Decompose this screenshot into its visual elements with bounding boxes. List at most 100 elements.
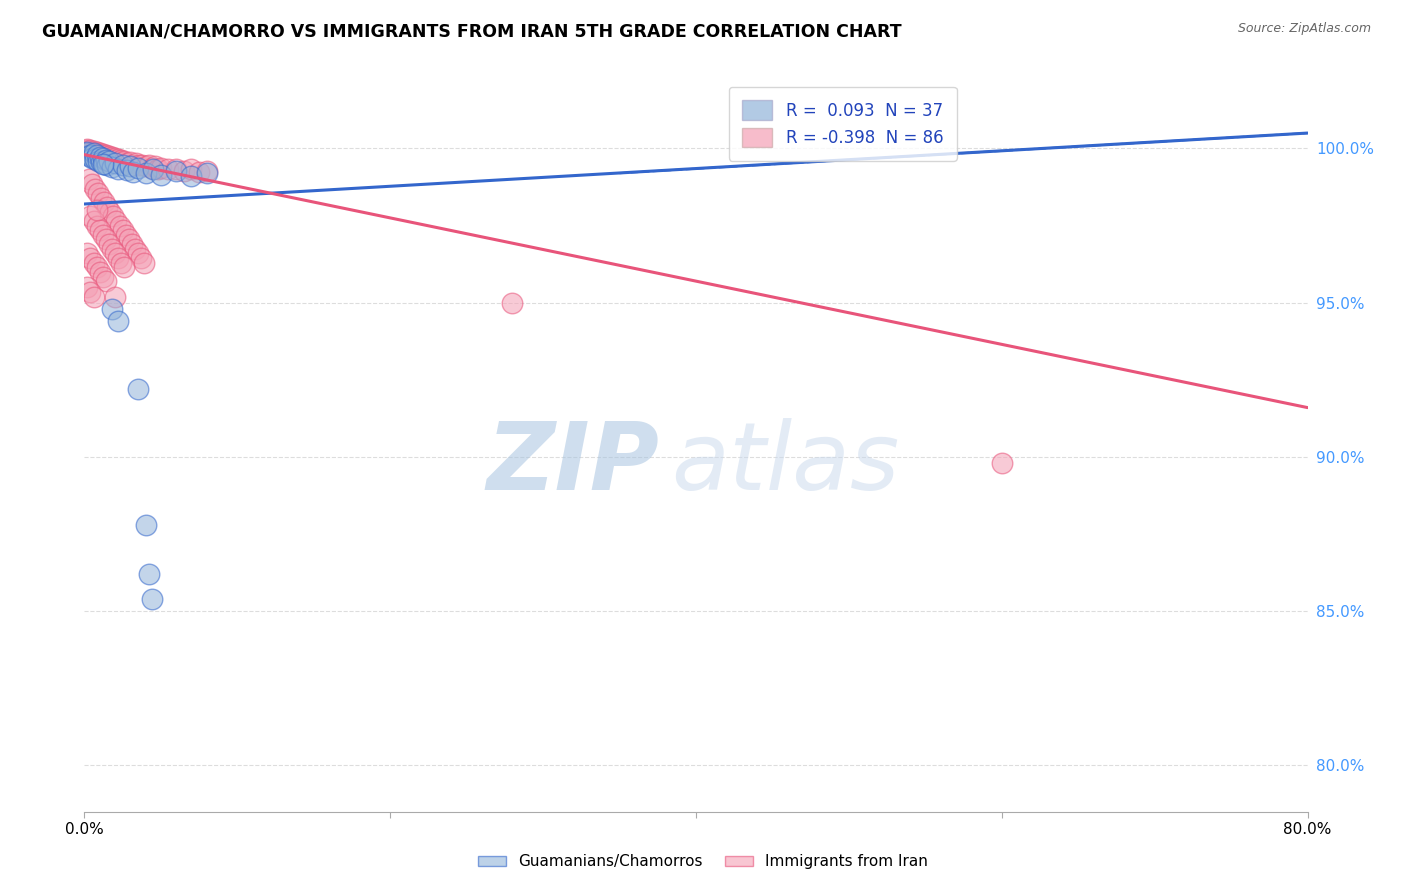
Point <box>121 237 143 252</box>
Point <box>101 160 124 174</box>
Point <box>104 246 127 260</box>
Point <box>131 157 153 171</box>
Point <box>93 157 115 171</box>
Point <box>77 144 100 158</box>
Point <box>111 157 134 171</box>
Point <box>94 153 117 167</box>
Point <box>120 159 142 173</box>
Point <box>86 203 108 218</box>
Point <box>76 246 98 260</box>
Point <box>76 145 98 159</box>
Point <box>91 269 114 284</box>
Point <box>101 242 124 256</box>
Point <box>107 314 129 328</box>
Point <box>110 255 132 269</box>
Point <box>97 149 120 163</box>
Point <box>75 143 97 157</box>
Point <box>96 150 118 164</box>
Point <box>77 172 100 186</box>
Point <box>86 260 108 275</box>
Point <box>83 146 105 161</box>
Point <box>97 154 120 169</box>
Point <box>138 567 160 582</box>
Point <box>104 152 127 166</box>
Point <box>111 223 134 237</box>
Point <box>83 289 105 303</box>
Point <box>127 382 149 396</box>
Text: GUAMANIAN/CHAMORRO VS IMMIGRANTS FROM IRAN 5TH GRADE CORRELATION CHART: GUAMANIAN/CHAMORRO VS IMMIGRANTS FROM IR… <box>42 22 901 40</box>
Point <box>87 153 110 168</box>
Point <box>146 161 169 176</box>
Point <box>112 154 135 169</box>
Point <box>91 147 114 161</box>
Point <box>127 161 149 175</box>
Text: ZIP: ZIP <box>486 417 659 509</box>
Point <box>83 255 105 269</box>
Point <box>104 156 127 170</box>
Text: atlas: atlas <box>672 418 900 509</box>
Point <box>96 200 118 214</box>
Point <box>89 223 111 237</box>
Point <box>142 162 165 177</box>
Point <box>86 219 108 233</box>
Point <box>157 162 180 177</box>
Point <box>84 153 107 167</box>
Point <box>141 161 163 175</box>
Point <box>138 158 160 172</box>
Point <box>80 151 103 165</box>
Point <box>98 152 121 166</box>
Point <box>79 147 101 161</box>
Point <box>120 155 142 169</box>
Point <box>135 160 157 174</box>
Point <box>195 163 218 178</box>
Point <box>84 146 107 161</box>
Point <box>84 181 107 195</box>
Point <box>87 147 110 161</box>
Point <box>107 153 129 167</box>
Point <box>165 163 187 178</box>
Legend: Guamanians/Chamorros, Immigrants from Iran: Guamanians/Chamorros, Immigrants from Ir… <box>472 848 934 875</box>
Point <box>135 166 157 180</box>
Point <box>86 148 108 162</box>
Point <box>76 142 98 156</box>
Point <box>128 158 150 172</box>
Point <box>143 160 166 174</box>
Point <box>104 289 127 303</box>
Point <box>98 204 121 219</box>
Point <box>89 265 111 279</box>
Point <box>91 157 114 171</box>
Point <box>79 285 101 299</box>
Point <box>502 295 524 310</box>
Point <box>93 195 115 210</box>
Point <box>149 161 172 175</box>
Point <box>80 145 103 160</box>
Point <box>991 456 1014 470</box>
Point <box>90 191 112 205</box>
Point <box>89 146 111 161</box>
Point <box>111 155 134 169</box>
Point <box>188 164 211 178</box>
Point <box>76 280 98 294</box>
Point <box>90 155 112 169</box>
Point <box>107 161 129 176</box>
Point <box>105 214 128 228</box>
Point <box>103 210 125 224</box>
Point <box>110 153 132 168</box>
Point <box>90 148 112 162</box>
Point <box>114 227 136 242</box>
Point <box>94 148 117 162</box>
Point <box>77 149 100 163</box>
Point <box>93 149 115 163</box>
Point <box>127 246 149 260</box>
Point <box>122 164 145 178</box>
Point <box>180 162 202 177</box>
Point <box>105 153 128 168</box>
Point <box>87 186 110 201</box>
Point <box>103 153 125 167</box>
Point <box>125 156 148 170</box>
Point <box>141 591 163 606</box>
Point <box>80 177 103 191</box>
Point <box>79 251 101 265</box>
Point <box>173 163 195 178</box>
Point <box>108 154 131 169</box>
